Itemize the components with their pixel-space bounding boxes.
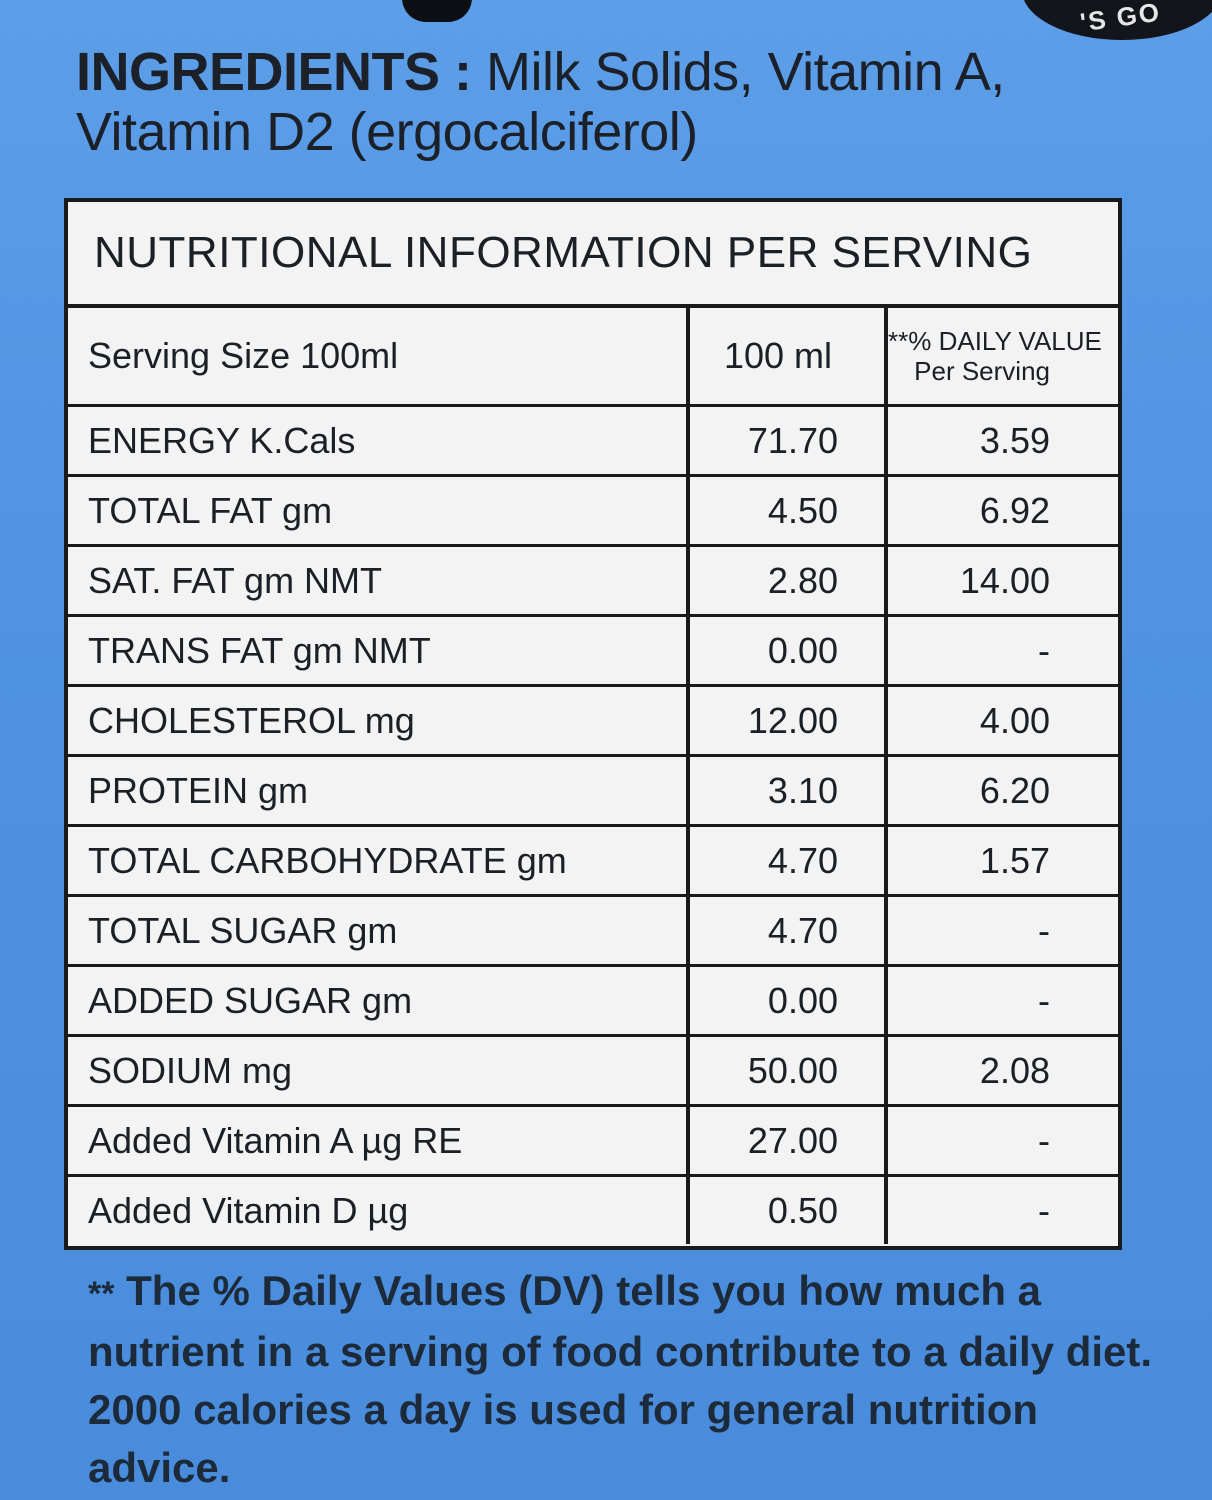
daily-value-header: **% DAILY VALUE Per Serving [886, 308, 1118, 406]
footnote-stars: ** [88, 1275, 115, 1313]
nutrient-daily-value: - [886, 894, 1118, 966]
nutrient-daily-value: - [886, 1104, 1118, 1176]
nutrient-amount: 3.10 [688, 754, 888, 826]
nutrient-daily-value: 6.92 [886, 474, 1118, 546]
nutrient-amount: 0.00 [688, 964, 888, 1036]
table-row: Added Vitamin A µg RE 27.00- [68, 1104, 1118, 1176]
nutrient-daily-value: 6.20 [886, 754, 1118, 826]
table-row: Added Vitamin D µg 0.50- [68, 1174, 1118, 1244]
table-row: TOTAL SUGAR gm 4.70- [68, 894, 1118, 966]
nutrition-title: NUTRITIONAL INFORMATION PER SERVING [68, 202, 1118, 308]
nutrient-daily-value: 4.00 [886, 684, 1118, 756]
nutrient-daily-value: 2.08 [886, 1034, 1118, 1106]
nutrient-name: CHOLESTEROL mg [68, 684, 690, 756]
nutrient-amount: 2.80 [688, 544, 888, 616]
nutrient-daily-value: 14.00 [886, 544, 1118, 616]
nutrition-panel: NUTRITIONAL INFORMATION PER SERVING Serv… [64, 198, 1122, 1250]
ingredients-statement: INGREDIENTS : Milk Solids, Vitamin A, Vi… [76, 42, 1186, 162]
nutrient-amount: 4.70 [688, 824, 888, 896]
nutrient-name: PROTEIN gm [68, 754, 690, 826]
table-row: ADDED SUGAR gm 0.00- [68, 964, 1118, 1036]
nutrient-name: ADDED SUGAR gm [68, 964, 690, 1036]
corner-badge: 'S GO [1022, 0, 1212, 40]
nutrient-amount: 71.70 [688, 404, 888, 476]
nutrient-amount: 4.50 [688, 474, 888, 546]
table-row: CHOLESTEROL mg 12.00 4.00 [68, 684, 1118, 756]
nutrient-name: Added Vitamin D µg [68, 1174, 690, 1244]
daily-value-header-line1: **% DAILY VALUE [888, 326, 1102, 356]
ingredients-text: Milk Solids, Vitamin A, Vitamin D2 (ergo… [76, 42, 1005, 162]
serving-amount-header: 100 ml [688, 308, 888, 406]
ingredients-label: INGREDIENTS : [76, 42, 472, 102]
nutrient-daily-value: - [886, 1174, 1118, 1244]
table-row: TRANS FAT gm NMT 0.00- [68, 614, 1118, 686]
nutrient-daily-value: - [886, 964, 1118, 1036]
nutrient-daily-value: 3.59 [886, 404, 1118, 476]
nutrient-amount: 4.70 [688, 894, 888, 966]
table-row: PROTEIN gm 3.10 6.20 [68, 754, 1118, 826]
nutrient-name: TOTAL CARBOHYDRATE gm [68, 824, 690, 896]
nutrient-name: SODIUM mg [68, 1034, 690, 1106]
serving-size-label: Serving Size 100ml [68, 308, 690, 406]
nutrient-name: TOTAL SUGAR gm [68, 894, 690, 966]
top-decoration [402, 0, 472, 22]
nutrient-name: SAT. FAT gm NMT [68, 544, 690, 616]
nutrient-daily-value: - [886, 614, 1118, 686]
table-row: TOTAL CARBOHYDRATE gm 4.70 1.57 [68, 824, 1118, 896]
nutrient-amount: 27.00 [688, 1104, 888, 1176]
table-header-row: Serving Size 100ml 100 ml **% DAILY VALU… [68, 308, 1118, 406]
table-row: TOTAL FAT gm 4.50 6.92 [68, 474, 1118, 546]
table-row: SODIUM mg 50.00 2.08 [68, 1034, 1118, 1106]
nutrient-amount: 0.00 [688, 614, 888, 686]
table-row: SAT. FAT gm NMT 2.80 14.00 [68, 544, 1118, 616]
footnote-text: The % Daily Values (DV) tells you how mu… [88, 1267, 1153, 1491]
nutrient-amount: 50.00 [688, 1034, 888, 1106]
nutrient-amount: 0.50 [688, 1174, 888, 1244]
nutrient-name: ENERGY K.Cals [68, 404, 690, 476]
nutrient-name: TOTAL FAT gm [68, 474, 690, 546]
nutrient-daily-value: 1.57 [886, 824, 1118, 896]
nutrient-amount: 12.00 [688, 684, 888, 756]
badge-text: 'S GO [1078, 0, 1163, 38]
nutrition-table: Serving Size 100ml 100 ml **% DAILY VALU… [68, 308, 1118, 1244]
table-row: ENERGY K.Cals 71.70 3.59 [68, 404, 1118, 476]
daily-value-footnote: ** The % Daily Values (DV) tells you how… [88, 1262, 1168, 1497]
daily-value-header-line2: Per Serving [914, 356, 1050, 386]
nutrient-name: TRANS FAT gm NMT [68, 614, 690, 686]
nutrient-name: Added Vitamin A µg RE [68, 1104, 690, 1176]
